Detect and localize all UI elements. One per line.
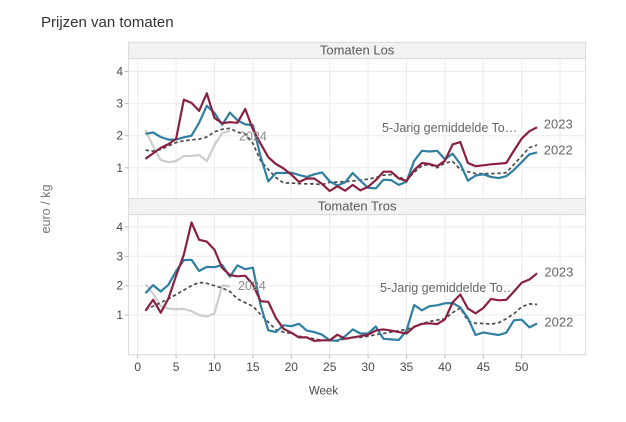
svg-text:2024: 2024 <box>238 279 266 293</box>
svg-text:25: 25 <box>323 360 337 374</box>
svg-text:Tomaten Los: Tomaten Los <box>320 43 395 58</box>
svg-text:1: 1 <box>116 161 123 175</box>
svg-text:2022: 2022 <box>544 143 573 158</box>
svg-text:0: 0 <box>134 360 141 374</box>
svg-text:Prijzen van tomaten: Prijzen van tomaten <box>41 14 174 31</box>
svg-text:50: 50 <box>515 360 529 374</box>
svg-text:2: 2 <box>116 129 123 143</box>
svg-text:3: 3 <box>116 97 123 111</box>
svg-text:4: 4 <box>116 64 123 78</box>
svg-text:15: 15 <box>246 360 260 374</box>
svg-text:3: 3 <box>116 249 123 263</box>
svg-text:2024: 2024 <box>239 130 267 144</box>
svg-text:Week: Week <box>309 386 338 398</box>
svg-text:2022: 2022 <box>544 315 573 330</box>
svg-text:5-Jarig gemiddelde To…: 5-Jarig gemiddelde To… <box>380 281 515 295</box>
svg-text:5: 5 <box>173 360 180 374</box>
svg-text:Tomaten Tros: Tomaten Tros <box>318 199 397 214</box>
svg-text:5-Jarig gemiddelde To…: 5-Jarig gemiddelde To… <box>382 121 517 135</box>
svg-text:2: 2 <box>116 279 123 293</box>
svg-text:1: 1 <box>116 308 123 322</box>
svg-text:35: 35 <box>400 360 414 374</box>
svg-text:45: 45 <box>477 360 491 374</box>
svg-text:40: 40 <box>438 360 452 374</box>
svg-text:2023: 2023 <box>544 117 573 132</box>
svg-text:30: 30 <box>361 360 375 374</box>
svg-text:10: 10 <box>208 360 222 374</box>
svg-text:euro / kg: euro / kg <box>39 184 53 233</box>
svg-text:4: 4 <box>116 220 123 234</box>
svg-text:2023: 2023 <box>544 265 573 280</box>
svg-text:20: 20 <box>285 360 299 374</box>
